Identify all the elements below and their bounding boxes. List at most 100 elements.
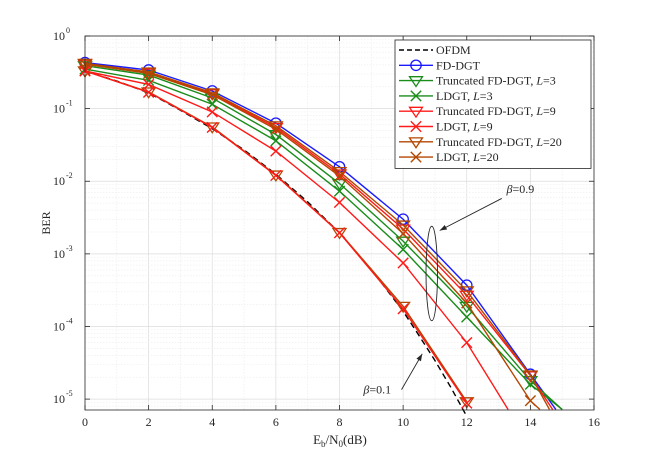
data-point-marker — [461, 311, 473, 323]
data-point-marker — [524, 395, 537, 407]
data-point-marker — [459, 286, 475, 298]
legend-label: LDGT, L=3 — [436, 89, 493, 103]
series-line — [84, 70, 468, 417]
legend-marker — [410, 90, 422, 102]
x-tick-label: 2 — [146, 415, 152, 429]
legend-item: LDGT, L=3 — [399, 89, 493, 103]
legend-label-part: OFDM — [436, 43, 471, 57]
series-0 — [84, 70, 468, 417]
annotation-value: =0.1 — [369, 383, 391, 397]
x-tick-label: 0 — [82, 415, 88, 429]
series-line — [84, 61, 557, 410]
data-point-marker — [397, 227, 409, 240]
annotation-value: =0.9 — [513, 182, 535, 196]
y-tick-label: 10 — [53, 319, 65, 333]
data-point-marker — [270, 135, 282, 147]
legend-label-part: Truncated FD-DGT, — [436, 74, 536, 88]
data-point-marker — [333, 196, 346, 209]
data-point-marker — [206, 106, 218, 118]
legend-label-part: L — [472, 89, 480, 103]
data-point-marker — [270, 169, 282, 182]
data-point-marker — [333, 227, 346, 239]
data-point-marker — [142, 67, 155, 80]
legend-marker — [408, 137, 424, 149]
data-point-marker — [461, 297, 473, 309]
legend-marker — [408, 106, 424, 119]
data-point-marker — [461, 397, 473, 409]
legend-marker — [410, 59, 422, 72]
series-line — [84, 70, 509, 410]
legend-label-part: L — [535, 135, 543, 149]
legend-label-part: =3 — [480, 89, 493, 103]
legend-label: FD-DGT — [436, 58, 481, 72]
legend-item: LDGT, L=20 — [399, 150, 499, 164]
legend-item: Truncated FD-DGT, L=20 — [399, 135, 562, 149]
data-point-marker — [461, 336, 473, 349]
legend-label-part: L — [535, 104, 543, 118]
annotation-label-beta01: β=0.1 — [362, 383, 391, 397]
data-point-marker — [395, 236, 411, 249]
legend-marker — [408, 76, 424, 88]
legend-label-part: LDGT, — [436, 120, 473, 134]
y-tick-exponent: -4 — [66, 316, 73, 325]
data-point-marker — [204, 122, 220, 134]
data-point-marker — [331, 227, 348, 240]
beta-0-9-ellipse — [425, 225, 438, 322]
legend-label-part: L — [472, 120, 480, 134]
annotation-arrow-line — [439, 198, 502, 231]
y-tick-exponent: -5 — [66, 389, 73, 398]
legend-label-part: FD-DGT — [436, 58, 481, 72]
legend-label: LDGT, L=9 — [436, 120, 493, 134]
annotation-label-beta09: β=0.9 — [506, 182, 535, 196]
data-point-marker — [459, 397, 475, 409]
legend-box — [394, 39, 592, 169]
legend-item: Truncated FD-DGT, L=3 — [399, 74, 556, 88]
legend-label: OFDM — [436, 43, 471, 57]
y-tick-label: 10 — [53, 102, 65, 116]
data-point-marker — [397, 303, 409, 315]
legend-label-part: =3 — [543, 74, 556, 88]
x-tick-label: 10 — [397, 415, 409, 429]
series-line — [84, 62, 551, 410]
data-point-marker — [206, 121, 218, 134]
y-tick-label: 10 — [53, 247, 65, 261]
legend-label: Truncated FD-DGT, L=3 — [436, 74, 556, 88]
series-line — [84, 65, 563, 410]
data-point-marker — [333, 170, 346, 182]
legend-label: Truncated FD-DGT, L=20 — [436, 135, 562, 149]
y-tick-label: 10 — [53, 392, 65, 406]
legend-label-part: =9 — [480, 120, 493, 134]
data-point-marker — [268, 170, 284, 182]
legend-label: Truncated FD-DGT, L=9 — [436, 104, 556, 118]
data-point-marker — [395, 301, 411, 314]
data-point-marker — [206, 89, 218, 101]
y-tick-label: 10 — [53, 174, 65, 188]
legend-marker — [410, 151, 422, 163]
legend-label-part: Truncated FD-DGT, — [436, 104, 536, 118]
x-tick-label: 6 — [273, 415, 279, 429]
data-point-marker — [270, 123, 282, 135]
annotation-arrow-head — [416, 353, 423, 362]
data-point-marker — [333, 185, 346, 197]
y-tick-label: 10 — [53, 29, 65, 43]
x-tick-label: 14 — [524, 415, 536, 429]
data-point-marker — [270, 145, 282, 157]
x-tick-label: 16 — [588, 415, 600, 429]
data-point-marker — [140, 87, 157, 99]
legend-label-part: LDGT, — [436, 150, 473, 164]
data-point-marker — [395, 220, 411, 232]
x-axis-label: Eb/N0(dB) — [313, 432, 367, 449]
legend-item: OFDM — [399, 43, 471, 57]
legend-label-part: =9 — [543, 104, 556, 118]
data-point-marker — [397, 257, 409, 269]
legend-label-part: LDGT, — [436, 89, 473, 103]
data-point-marker — [522, 370, 539, 382]
data-point-marker — [397, 243, 409, 256]
y-tick-exponent: -1 — [66, 99, 73, 108]
legend-item: FD-DGT — [399, 58, 481, 72]
y-axis-label: BER — [39, 211, 53, 234]
legend-label-part: =20 — [480, 150, 499, 164]
